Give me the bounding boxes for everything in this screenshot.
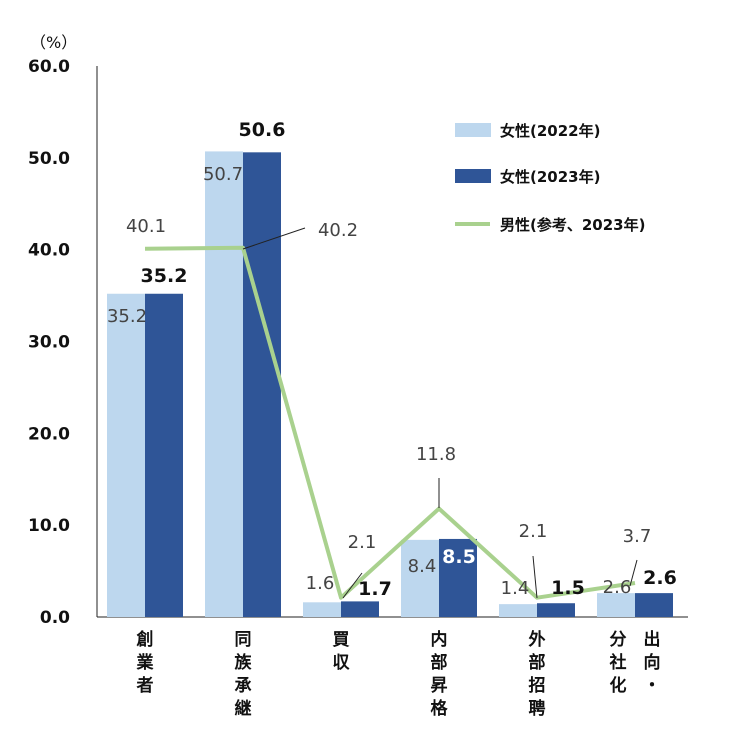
bar-female-2022 (205, 151, 243, 617)
bar-female-2022 (597, 593, 635, 617)
data-label: 50.6 (239, 119, 286, 141)
data-label: 2.1 (348, 532, 377, 553)
data-label: 35.2 (141, 265, 188, 287)
bar-female-2023 (243, 152, 281, 617)
y-tick-label: 30.0 (28, 333, 70, 353)
category-label: 昇 (431, 676, 448, 696)
category-label: ・ (644, 676, 661, 696)
legend-label: 男性(参考、2023年) (500, 216, 645, 234)
bar-series (107, 151, 673, 617)
legend: 女性(2022年) 女性(2023年) 男性(参考、2023年) (455, 122, 645, 234)
data-label: 35.2 (107, 306, 147, 327)
bar-female-2022 (107, 293, 145, 617)
data-label: 8.4 (408, 556, 437, 577)
bar-female-2022 (401, 539, 439, 617)
data-label: 2.6 (603, 577, 632, 598)
leader-line (532, 555, 538, 599)
category-label: 収 (333, 653, 351, 673)
category-label: 創 (136, 629, 154, 650)
y-tick-label: 60.0 (28, 57, 70, 77)
category-label: 族 (235, 652, 253, 673)
category-label: 化 (610, 675, 627, 696)
bar-female-2022 (303, 602, 341, 617)
category-label: 業 (137, 652, 154, 673)
category-label: 聘 (529, 698, 546, 719)
y-axis-ticks: 0.0 10.0 20.0 30.0 40.0 50.0 60.0 (28, 57, 70, 628)
category-label: 継 (235, 698, 252, 719)
bar-female-2023 (635, 593, 673, 617)
unit-label: （%） (30, 33, 77, 52)
leader-line (242, 227, 306, 250)
male-line (144, 245, 636, 600)
data-label: 2.1 (519, 521, 548, 542)
bar-female-2023 (145, 293, 183, 617)
y-tick-label: 50.0 (28, 149, 70, 169)
legend-swatch (455, 169, 491, 183)
data-label: 2.6 (643, 567, 677, 589)
data-labels: 35.2 50.7 1.6 8.4 1.4 2.6 35.2 50.6 1.7 8.5 1.5 2.6… (107, 119, 677, 600)
category-label: 外 (529, 629, 546, 650)
y-tick-label: 0.0 (40, 608, 70, 628)
y-tick-label: 20.0 (28, 424, 70, 444)
male-line-series (144, 245, 636, 600)
category-label: 社 (609, 652, 627, 673)
data-label: 8.5 (442, 546, 476, 568)
data-label: 1.4 (501, 578, 530, 599)
data-label: 1.7 (358, 578, 392, 600)
data-label: 50.7 (203, 164, 243, 185)
data-label: 40.2 (318, 220, 358, 241)
data-label: 11.8 (416, 444, 456, 465)
legend-swatch (455, 123, 491, 137)
bar-female-2023 (537, 603, 575, 617)
category-label: 向 (644, 652, 661, 673)
category-label: 分 (610, 630, 627, 650)
leader-line (629, 559, 638, 587)
legend-label: 女性(2022年) (500, 122, 600, 140)
category-label: 者 (136, 675, 154, 696)
leader-line (342, 572, 363, 599)
legend-label: 女性(2023年) (500, 168, 600, 186)
category-label: 部 (529, 652, 546, 673)
bar-female-2023 (439, 538, 477, 617)
category-label: 部 (431, 652, 448, 673)
y-tick-label: 10.0 (28, 516, 70, 536)
data-label: 3.7 (623, 526, 652, 547)
category-label: 同 (235, 630, 252, 650)
category-label: 招 (529, 675, 546, 696)
category-label: 格 (431, 698, 449, 719)
y-tick-label: 40.0 (28, 241, 70, 261)
data-label: 40.1 (126, 216, 166, 237)
bar-female-2023 (341, 601, 379, 617)
data-label: 1.5 (551, 577, 585, 599)
data-label: 1.6 (306, 573, 335, 594)
category-label: 買 (333, 630, 350, 650)
bar-female-2022 (499, 604, 537, 617)
category-label: 内 (431, 629, 448, 650)
category-label: 出 (644, 629, 661, 650)
category-label: 承 (235, 676, 252, 696)
